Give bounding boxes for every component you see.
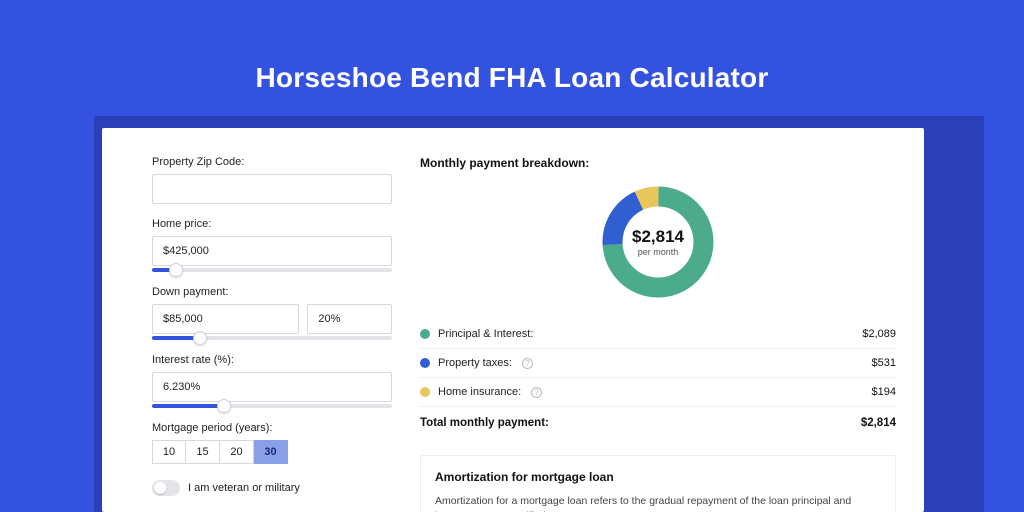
legend-left: Home insurance:? (420, 386, 542, 398)
legend-name: Property taxes: (438, 357, 512, 369)
mortgage-period-label: Mortgage period (years): (152, 422, 392, 434)
donut-chart-wrap: $2,814 per month (420, 182, 896, 302)
interest-rate-field-group: Interest rate (%): (152, 354, 392, 408)
interest-rate-label: Interest rate (%): (152, 354, 392, 366)
veteran-toggle[interactable] (152, 480, 180, 496)
zip-label: Property Zip Code: (152, 156, 392, 168)
mortgage-period-field-group: Mortgage period (years): 10152030 (152, 422, 392, 464)
legend-value: $531 (872, 357, 896, 369)
breakdown-legend: Principal & Interest: $2,089 Property taxe… (420, 320, 896, 406)
legend-left: Property taxes:? (420, 357, 533, 369)
legend-row: Property taxes:? $531 (420, 348, 896, 377)
legend-dot (420, 329, 430, 339)
info-icon[interactable]: ? (531, 387, 542, 398)
home-price-slider-thumb[interactable] (169, 263, 183, 277)
legend-value: $2,089 (862, 328, 896, 340)
interest-rate-input[interactable] (152, 372, 392, 402)
down-payment-slider-thumb[interactable] (193, 331, 207, 345)
mortgage-period-options: 10152030 (152, 440, 392, 464)
form-column: Property Zip Code: Home price: Down paym… (152, 156, 392, 512)
interest-rate-slider-fill (152, 404, 224, 408)
legend-dot (420, 387, 430, 397)
legend-left: Principal & Interest: (420, 328, 533, 340)
mortgage-period-option[interactable]: 15 (186, 440, 220, 464)
legend-value: $194 (872, 386, 896, 398)
page-background: Horseshoe Bend FHA Loan Calculator Prope… (0, 0, 1024, 512)
down-payment-slider[interactable] (152, 336, 392, 340)
total-label: Total monthly payment: (420, 417, 549, 429)
amortization-title: Amortization for mortgage loan (435, 470, 881, 484)
amortization-text: Amortization for a mortgage loan refers … (435, 494, 881, 512)
veteran-label: I am veteran or military (188, 482, 300, 494)
total-value: $2,814 (861, 417, 896, 429)
mortgage-period-option[interactable]: 30 (254, 440, 288, 464)
down-payment-field-group: Down payment: (152, 286, 392, 340)
down-payment-label: Down payment: (152, 286, 392, 298)
interest-rate-slider[interactable] (152, 404, 392, 408)
legend-row: Home insurance:? $194 (420, 377, 896, 406)
donut-center-sub: per month (638, 247, 679, 257)
interest-rate-slider-thumb[interactable] (217, 399, 231, 413)
zip-input[interactable] (152, 174, 392, 204)
legend-row: Principal & Interest: $2,089 (420, 320, 896, 348)
home-price-slider[interactable] (152, 268, 392, 272)
page-title: Horseshoe Bend FHA Loan Calculator (0, 62, 1024, 94)
breakdown-title: Monthly payment breakdown: (420, 156, 896, 170)
legend-name: Home insurance: (438, 386, 521, 398)
mortgage-period-option[interactable]: 20 (220, 440, 254, 464)
home-price-field-group: Home price: (152, 218, 392, 272)
home-price-label: Home price: (152, 218, 392, 230)
legend-name: Principal & Interest: (438, 328, 533, 340)
home-price-input[interactable] (152, 236, 392, 266)
amortization-box: Amortization for mortgage loan Amortizat… (420, 455, 896, 512)
donut-chart: $2,814 per month (598, 182, 718, 302)
donut-center-value: $2,814 (632, 227, 684, 247)
mortgage-period-option[interactable]: 10 (152, 440, 186, 464)
donut-center: $2,814 per month (598, 182, 718, 302)
veteran-toggle-row: I am veteran or military (152, 480, 392, 496)
zip-field-group: Property Zip Code: (152, 156, 392, 204)
calculator-card: Property Zip Code: Home price: Down paym… (102, 128, 924, 512)
total-row: Total monthly payment: $2,814 (420, 406, 896, 439)
breakdown-column: Monthly payment breakdown: $2,814 per mo… (420, 156, 896, 512)
info-icon[interactable]: ? (522, 358, 533, 369)
down-payment-percent-input[interactable] (307, 304, 392, 334)
down-payment-amount-input[interactable] (152, 304, 299, 334)
veteran-toggle-knob (154, 482, 166, 494)
legend-dot (420, 358, 430, 368)
